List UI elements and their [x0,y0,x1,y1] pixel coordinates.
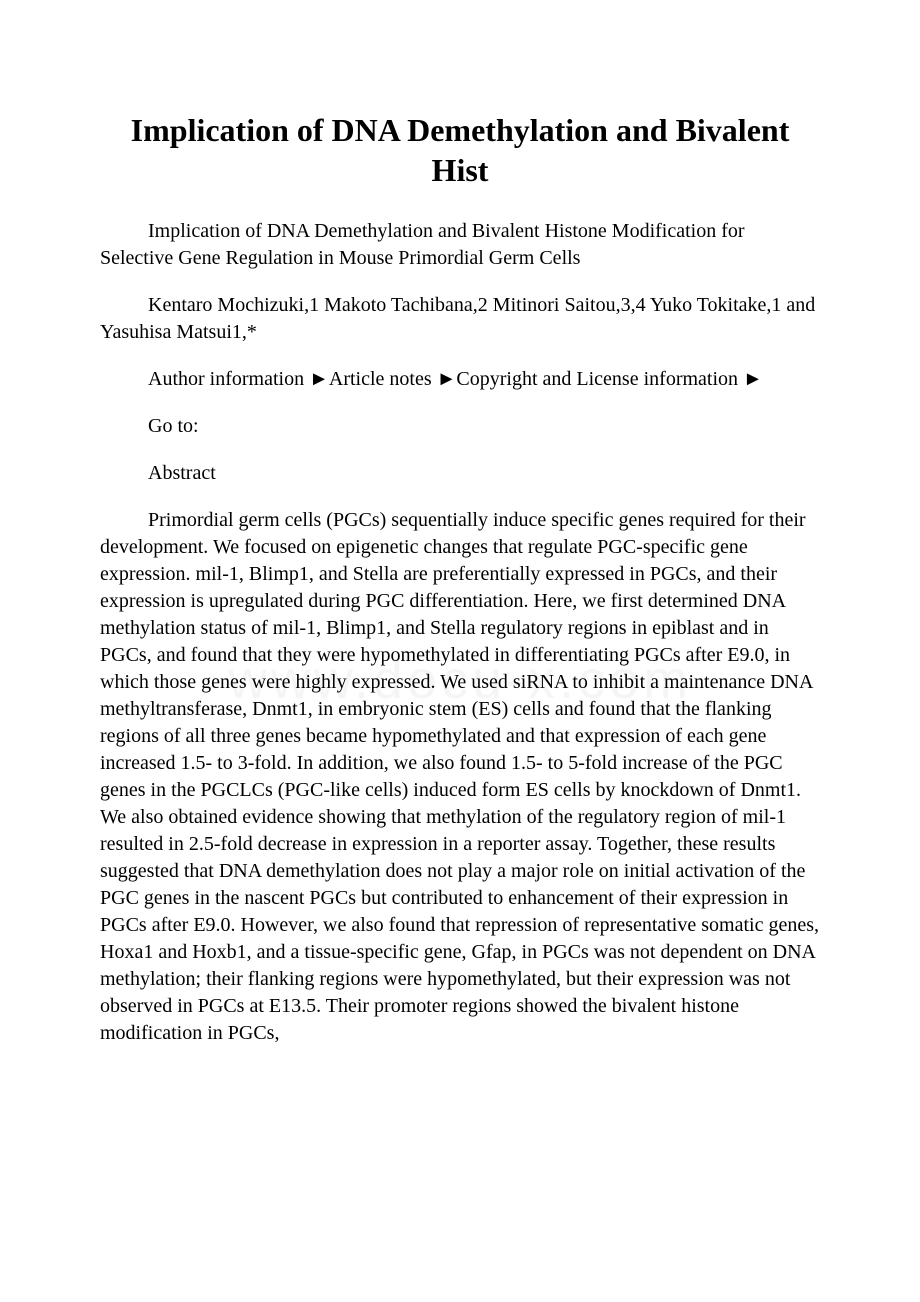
authors-line: Kentaro Mochizuki,1 Makoto Tachibana,2 M… [100,292,820,346]
abstract-body: Primordial germ cells (PGCs) sequentiall… [100,507,820,1047]
goto-label: Go to: [100,413,820,440]
section-heading-abstract: Abstract [100,460,820,487]
subtitle-paragraph: Implication of DNA Demethylation and Biv… [100,218,820,272]
author-info-line: Author information ►Article notes ►Copyr… [100,366,820,393]
page-title: Implication of DNA Demethylation and Biv… [100,110,820,190]
